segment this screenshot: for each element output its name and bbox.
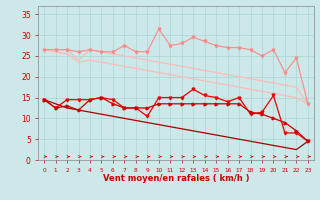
X-axis label: Vent moyen/en rafales ( km/h ): Vent moyen/en rafales ( km/h ) — [103, 174, 249, 183]
